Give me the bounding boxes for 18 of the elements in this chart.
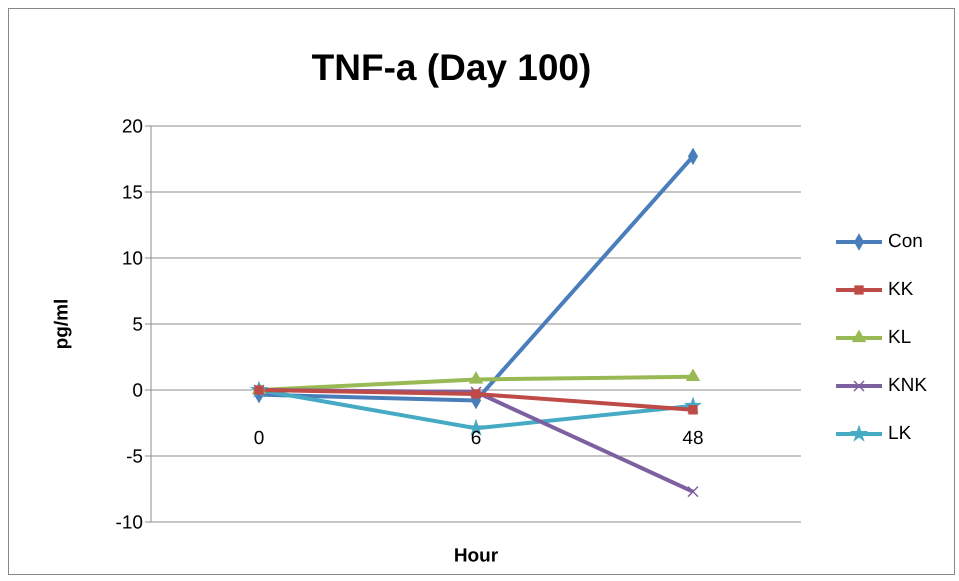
x-tick-label: 6 xyxy=(470,428,482,449)
legend-label: KNK xyxy=(888,375,928,397)
x-tick-label: 0 xyxy=(254,428,264,449)
legend-label: Con xyxy=(888,231,923,253)
legend-label: KL xyxy=(888,327,912,349)
y-axis-title: pg/ml xyxy=(52,298,73,350)
y-tick-label: -5 xyxy=(126,446,143,468)
y-tick-label: -10 xyxy=(116,512,143,534)
y-tick-label: 0 xyxy=(132,380,143,402)
y-tick-label: 15 xyxy=(122,182,143,204)
legend-label: LK xyxy=(888,423,912,445)
y-tick-label: 20 xyxy=(122,116,143,138)
chart-title: TNF-a (Day 100) xyxy=(310,47,592,89)
y-tick-label: 5 xyxy=(132,314,143,336)
legend-label: KK xyxy=(888,279,914,301)
y-tick-label: 10 xyxy=(122,248,143,270)
x-tick-label: 48 xyxy=(682,428,704,449)
x-axis-title: Hour xyxy=(454,545,499,566)
